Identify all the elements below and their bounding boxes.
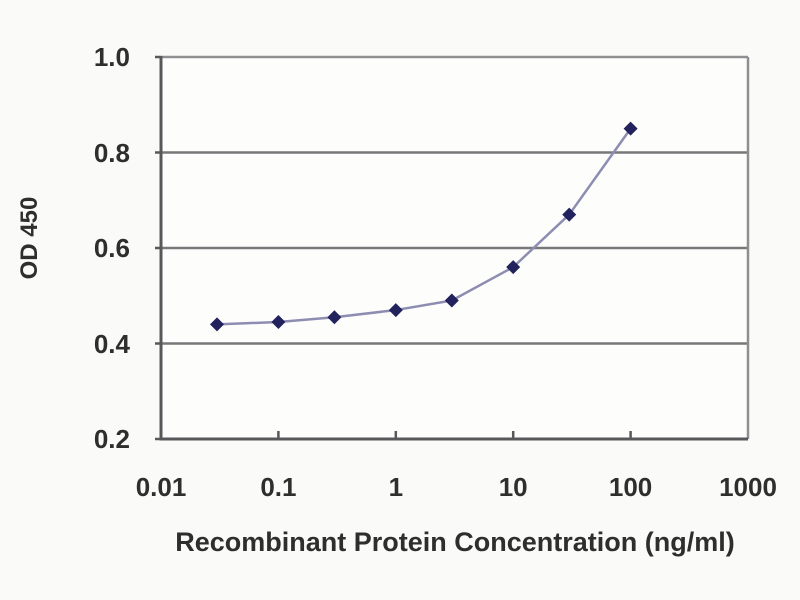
x-tick-label-1: 1 — [388, 472, 404, 502]
data-point-marker-x30 — [562, 207, 577, 222]
y-tick-label-0.6: 0.6 — [93, 233, 130, 263]
y-tick-label-0.2: 0.2 — [93, 424, 130, 454]
data-point-marker-x100 — [623, 121, 638, 136]
y-axis-title: OD 450 — [16, 196, 43, 280]
x-axis-title: Recombinant Protein Concentration (ng/ml… — [175, 527, 735, 557]
y-tick-label-1.0: 1.0 — [93, 42, 130, 72]
data-point-marker-x0.3 — [327, 310, 342, 325]
x-tick-label-1000: 1000 — [719, 472, 777, 502]
x-tick-label-0.1: 0.1 — [260, 472, 297, 502]
data-point-marker-x0.1 — [271, 315, 286, 330]
x-tick-label-10: 10 — [498, 472, 528, 502]
y-tick-label-0.8: 0.8 — [93, 137, 130, 168]
data-point-marker-x10 — [506, 260, 521, 275]
data-point-marker-x0.03 — [210, 317, 225, 332]
y-tick-label-0.4: 0.4 — [93, 328, 130, 359]
x-tick-label-0.01: 0.01 — [135, 472, 187, 502]
x-tick-label-100: 100 — [608, 472, 653, 502]
data-point-marker-x3 — [444, 293, 459, 308]
series-line — [216, 127, 632, 326]
data-point-marker-x1 — [388, 303, 403, 318]
